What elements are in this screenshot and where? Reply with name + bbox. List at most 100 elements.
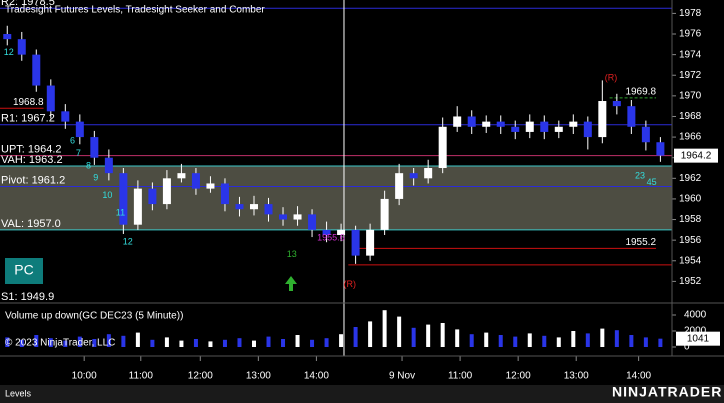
candle-body (75, 121, 84, 138)
annotation: (R) (344, 279, 357, 289)
volume-bar (121, 335, 126, 347)
y-tick-label: 1962 (679, 173, 702, 184)
candle-body (554, 126, 563, 132)
candle-body (322, 229, 331, 236)
volume-bar (382, 310, 387, 347)
x-tick-label: 10:00 (72, 371, 97, 382)
level-label: R1: 1967.2 (1, 113, 55, 125)
candle-body (191, 173, 200, 189)
candle-body (569, 121, 578, 127)
volume-bar (440, 323, 445, 347)
annotation: 6 (70, 136, 75, 146)
candle-body (279, 214, 288, 220)
volume-bar (556, 337, 561, 347)
x-tick-label: 13:00 (564, 371, 589, 382)
y-tick-label: 1978 (679, 8, 702, 19)
last-volume: 1041 (687, 333, 710, 344)
volume-bar (527, 333, 532, 347)
volume-bar (469, 334, 474, 347)
level-label: VAL: 1957.0 (1, 218, 61, 230)
volume-bar (368, 321, 373, 347)
chart-title: Tradesight Futures Levels, Tradesight Se… (5, 5, 265, 16)
y-tick-label: 1972 (679, 70, 702, 81)
candle-body (61, 111, 70, 122)
pc-button-label[interactable]: PC (14, 262, 33, 278)
logo: NINJATRADER (612, 384, 722, 400)
candle-body (90, 137, 99, 158)
y-tick-label: 2000 (684, 326, 707, 337)
y-tick-label: 1974 (679, 49, 702, 60)
volume-title: Volume up down(GC DEC23 (5 Minute)) (5, 311, 183, 322)
annotation: 8 (86, 160, 91, 170)
x-tick-label: 14:00 (304, 371, 329, 382)
candle-body (496, 121, 505, 127)
candle-body (409, 173, 418, 179)
volume-bar (658, 338, 663, 347)
candle-body (612, 101, 621, 107)
annotation: 11 (116, 208, 125, 218)
candle-body (104, 157, 113, 174)
volume-bar (106, 334, 111, 347)
pc-button[interactable] (5, 258, 43, 284)
volume-bar (426, 324, 431, 347)
annotation: 23 (635, 171, 645, 181)
candle-body (453, 116, 462, 127)
last-price-box (674, 148, 718, 163)
x-tick-label: 9 Nov (389, 371, 415, 382)
volume-bar (295, 335, 300, 347)
level-label: R2: 1978.5 (1, 0, 55, 8)
candle-body (641, 126, 650, 143)
volume-bar (179, 340, 184, 347)
volume-bar (353, 327, 358, 347)
level-label: Pivot: 1961.2 (1, 174, 65, 186)
x-tick-label: 14:00 (626, 371, 651, 382)
last-price: 1964.2 (681, 150, 712, 161)
y-tick-label: 1956 (679, 235, 702, 246)
volume-bar (614, 330, 619, 347)
volume-bar (339, 334, 344, 347)
volume-bar (164, 337, 169, 347)
segment-label: 1969.8 (625, 87, 656, 98)
candle-body (424, 168, 433, 179)
candle-body (3, 34, 12, 40)
volume-bar (643, 337, 648, 347)
candle-body (133, 188, 142, 225)
volume-bar (411, 327, 416, 347)
last-volume-box (676, 331, 720, 346)
candle-body (220, 183, 229, 205)
level-label: VAH: 1963.2 (1, 154, 63, 166)
candle-body (482, 121, 491, 127)
candle-body (206, 183, 215, 189)
candle-body (525, 121, 534, 132)
candle-body (438, 126, 447, 169)
volume-bar (281, 339, 286, 347)
volume-bar (34, 335, 39, 347)
tab-bar (0, 385, 724, 403)
segment-label: 1955.2 (625, 237, 656, 248)
volume-bar (63, 340, 68, 347)
tab-label[interactable]: Levels (5, 388, 32, 398)
volume-bar (193, 339, 198, 347)
annotation: 1955.6 (317, 232, 345, 242)
volume-bar (585, 333, 590, 347)
level-label: UPT: 1964.2 (1, 144, 62, 156)
x-tick-label: 11:00 (448, 371, 473, 382)
annotation: 12 (123, 237, 133, 247)
volume-bar (498, 335, 503, 347)
volume-bar (629, 335, 634, 347)
volume-bar (397, 316, 402, 347)
annotation: (R) (605, 73, 618, 83)
annotation: 7 (76, 148, 81, 158)
x-tick-label: 13:00 (246, 371, 271, 382)
volume-bar (251, 340, 256, 347)
candle-body (264, 204, 273, 215)
candle-body (467, 116, 476, 127)
volume-bar (266, 336, 271, 347)
annotation: 45 (647, 177, 657, 187)
segment-label: 1968.8 (13, 97, 44, 108)
volume-bar (92, 339, 97, 347)
value-area (0, 165, 672, 230)
volume-bar (237, 338, 242, 347)
